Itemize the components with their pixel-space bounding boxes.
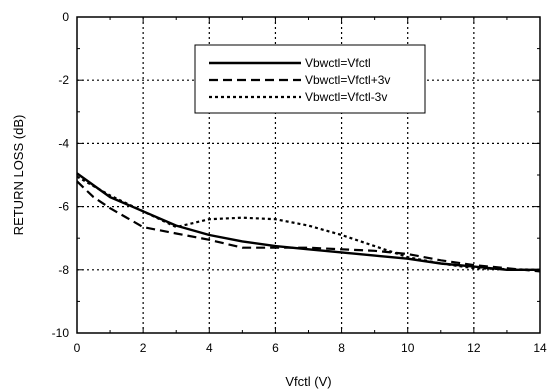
y-axis-title: RETURN LOSS (dB) — [11, 115, 26, 236]
legend-box — [194, 44, 426, 114]
x-tick-label: 6 — [272, 341, 279, 355]
x-tick-label: 10 — [401, 341, 415, 355]
legend-entries: Vbwctl=Vfctl Vbwctl=Vfctl+3v Vbwctl=Vfctl-… — [209, 56, 390, 104]
x-tick-label: 4 — [206, 341, 213, 355]
x-tick-label: 0 — [74, 341, 81, 355]
legend: Vbwctl=Vfctl Vbwctl=Vfctl+3v Vbwctl=Vfctl-… — [194, 44, 426, 114]
y-tick-label: -10 — [52, 326, 70, 340]
series-line-dotted — [76, 175, 541, 271]
y-tick-label: -8 — [58, 263, 69, 277]
series-lines — [76, 172, 541, 273]
x-tick-label: 14 — [533, 341, 547, 355]
tick-labels: 0 2 4 6 8 10 12 14 0 -2 -4 -6 -8 -10 — [52, 10, 547, 355]
x-tick-label: 12 — [467, 341, 481, 355]
y-tick-label: -2 — [58, 73, 69, 87]
legend-label: Vbwctl=Vfctl — [305, 56, 371, 70]
y-tick-label: -4 — [58, 136, 69, 150]
x-tick-label: 8 — [338, 341, 345, 355]
y-tick-label: -6 — [58, 200, 69, 214]
series-line-solid — [76, 172, 540, 271]
series-line-dashed — [76, 180, 541, 273]
legend-label: Vbwctl=Vfctl-3v — [305, 90, 387, 104]
y-tick-label: 0 — [62, 10, 69, 24]
x-axis-title: Vfctl (V) — [285, 374, 331, 389]
legend-label: Vbwctl=Vfctl+3v — [305, 73, 390, 87]
x-tick-label: 2 — [140, 341, 147, 355]
axis-ticks — [76, 16, 541, 334]
